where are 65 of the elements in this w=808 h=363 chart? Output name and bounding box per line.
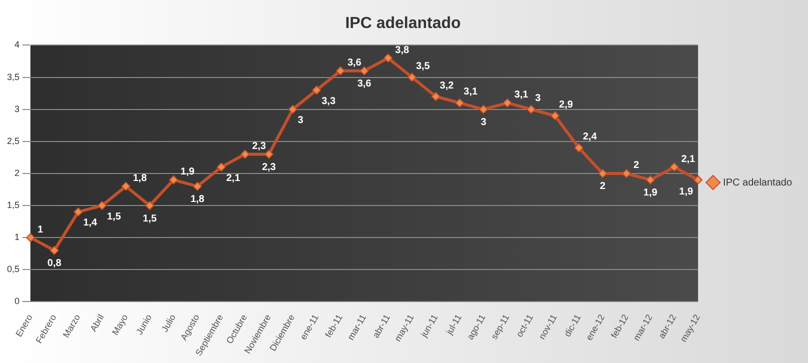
y-tick-label: 2,5 <box>6 136 20 146</box>
data-label: 3,3 <box>322 96 336 107</box>
point <box>121 182 130 191</box>
data-label: 1 <box>38 224 44 236</box>
data-label: 1,8 <box>190 194 205 206</box>
point <box>192 182 202 191</box>
point <box>550 111 560 120</box>
data-label: 1,5 <box>142 213 158 224</box>
y-tick-label: 0,5 <box>6 264 20 274</box>
point <box>407 72 416 82</box>
legend-label: IPC adelantado <box>723 177 792 188</box>
data-label: 2 <box>634 160 640 172</box>
data-label: 3,1 <box>464 86 478 98</box>
point <box>431 92 440 102</box>
data-label: 0,8 <box>47 258 62 270</box>
point <box>216 162 226 172</box>
data-label: 3 <box>480 117 487 128</box>
data-label: 2,9 <box>559 100 574 110</box>
data-label: 3 <box>298 115 304 126</box>
data-label: 2,4 <box>582 132 598 143</box>
data-label: 3,2 <box>440 80 454 92</box>
y-tick-label: 1,5 <box>6 200 20 210</box>
data-label: 2,1 <box>226 172 241 184</box>
point <box>670 162 679 172</box>
data-label: 3,5 <box>416 61 430 72</box>
data-label: 1,8 <box>132 173 148 184</box>
point <box>288 104 298 114</box>
data-label: 3,6 <box>357 78 372 90</box>
data-label: 2,1 <box>681 154 696 165</box>
data-label: 2,3 <box>252 140 266 152</box>
data-label: 2,3 <box>262 162 276 173</box>
data-label: 3,6 <box>347 58 362 69</box>
point <box>312 86 322 95</box>
point <box>145 201 154 210</box>
chart-title: IPC adelantado <box>345 15 462 32</box>
data-label: 1,5 <box>107 211 122 222</box>
point <box>169 175 178 184</box>
data-label: 2 <box>600 181 606 192</box>
y-tick-label: 3 <box>14 104 20 114</box>
data-label: 3,8 <box>395 44 410 56</box>
y-tick-label: 4 <box>14 40 20 50</box>
point <box>574 143 584 152</box>
data-label: 3,1 <box>514 90 529 101</box>
point <box>336 66 345 76</box>
point <box>478 104 488 114</box>
data-label: 1,4 <box>83 218 98 229</box>
point <box>74 207 83 216</box>
y-tick-label: 3,5 <box>6 72 20 82</box>
point <box>622 168 632 178</box>
point <box>384 54 393 63</box>
point <box>455 98 464 108</box>
data-label: 1,9 <box>679 186 694 198</box>
point <box>98 201 107 210</box>
point <box>50 246 59 255</box>
point <box>26 233 36 242</box>
point <box>694 175 703 184</box>
point <box>526 104 536 114</box>
data-label: 1,9 <box>643 188 658 199</box>
y-tick-label: 1 <box>14 232 20 242</box>
point <box>646 175 655 184</box>
data-label: 3 <box>535 93 542 104</box>
point <box>502 98 512 108</box>
y-tick-label: 2 <box>14 168 20 178</box>
data-label: 1,9 <box>180 166 195 178</box>
y-tick-label: 0 <box>14 296 20 306</box>
